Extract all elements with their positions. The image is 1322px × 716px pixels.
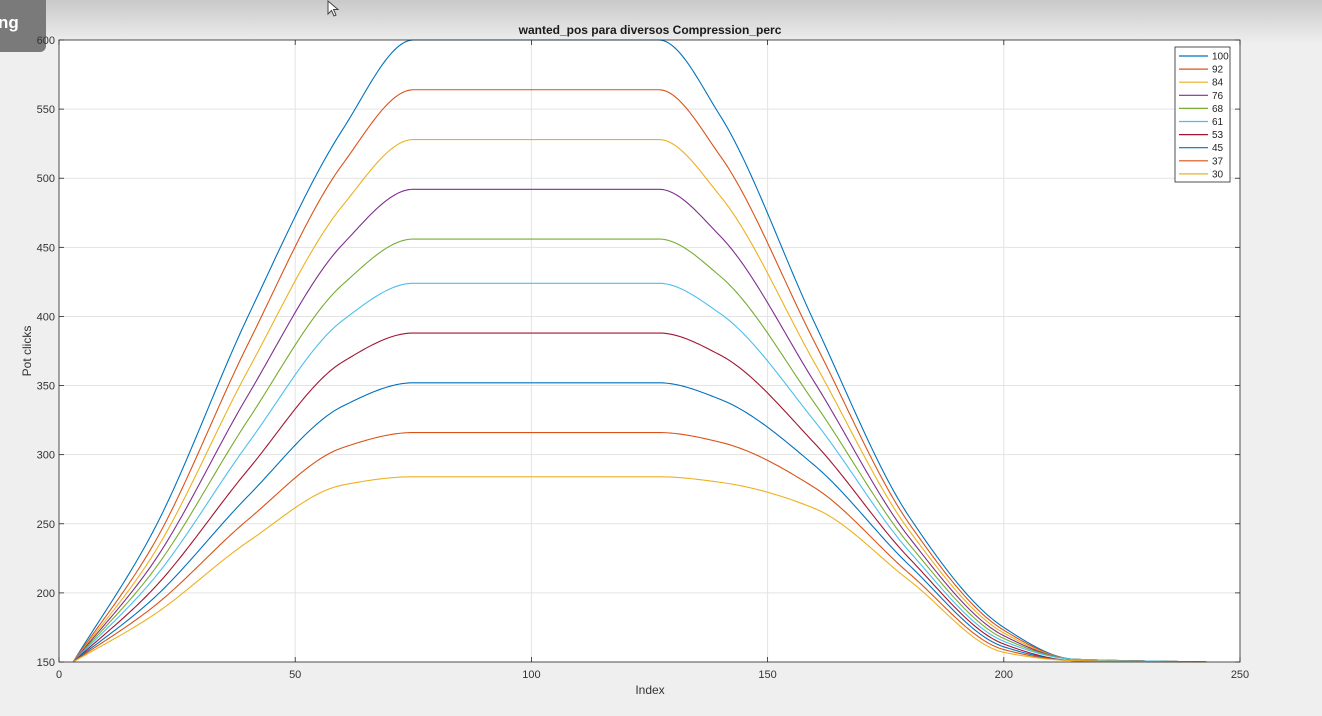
y-tick-label: 350 xyxy=(37,381,55,393)
legend-entry: 53 xyxy=(1212,130,1224,141)
y-tick-label: 250 xyxy=(37,519,55,531)
y-tick-label: 300 xyxy=(37,450,55,462)
series-line-92 xyxy=(72,89,1207,663)
legend-entry: 37 xyxy=(1212,156,1224,167)
series-line-53 xyxy=(72,332,1207,663)
series-line-61 xyxy=(72,282,1207,663)
x-tick-label: 50 xyxy=(289,669,301,681)
series-line-84 xyxy=(72,138,1207,663)
series-lines xyxy=(72,39,1207,663)
series-line-76 xyxy=(72,188,1207,663)
x-tick-label: 0 xyxy=(56,669,62,681)
legend-entry: 92 xyxy=(1212,65,1224,76)
series-line-37 xyxy=(72,431,1207,663)
y-tick-label: 150 xyxy=(37,657,55,669)
legend-entry: 30 xyxy=(1212,169,1224,180)
plot-area xyxy=(59,40,1240,662)
legend[interactable]: 100 92 84 76 68 61 53 45 37 30 xyxy=(1174,46,1231,183)
y-tick-label: 200 xyxy=(37,588,55,600)
mouse-cursor-icon xyxy=(327,0,340,17)
x-tick-label: 200 xyxy=(995,669,1013,681)
legend-entry: 68 xyxy=(1212,104,1224,115)
series-line-68 xyxy=(72,238,1207,663)
x-tick-label: 150 xyxy=(758,669,776,681)
corner-tab[interactable]: ng xyxy=(0,0,46,52)
x-axis-label: Index xyxy=(635,683,664,697)
legend-entry: 61 xyxy=(1212,117,1224,128)
y-tick-label: 450 xyxy=(37,242,55,254)
y-tick-label: 600 xyxy=(37,35,55,47)
y-tick-label: 550 xyxy=(37,104,55,116)
series-line-30 xyxy=(72,476,1207,663)
plot-frame xyxy=(58,39,1241,663)
corner-tab-label: ng xyxy=(0,13,19,32)
axis-ticks: 0 50 100 150 200 250 150 200 250 300 350 400 450 500 5… xyxy=(37,35,1250,681)
legend-entry: 84 xyxy=(1212,78,1224,89)
legend-entry: 76 xyxy=(1212,91,1224,102)
window-top-bar xyxy=(0,0,1322,44)
x-tick-label: 250 xyxy=(1231,669,1249,681)
chart-title: wanted_pos para diversos Compression_per… xyxy=(518,23,782,37)
legend-entry: 100 xyxy=(1212,52,1229,63)
y-axis-label: Pot clicks xyxy=(20,326,34,377)
series-line-45 xyxy=(72,382,1207,663)
y-tick-label: 500 xyxy=(37,173,55,185)
x-tick-label: 100 xyxy=(522,669,540,681)
y-tick-label: 400 xyxy=(37,311,55,323)
legend-entry: 45 xyxy=(1212,143,1224,154)
